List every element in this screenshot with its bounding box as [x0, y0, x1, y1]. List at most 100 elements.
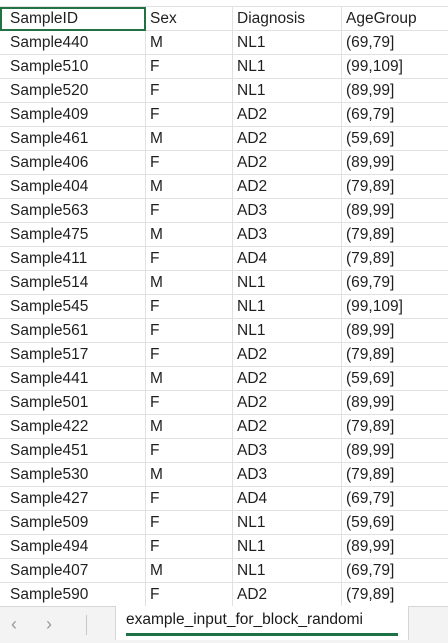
cell-agegroup[interactable]: (79,89]: [342, 247, 448, 271]
cell-sampleid[interactable]: Sample475: [0, 223, 146, 247]
cell-sex[interactable]: F: [146, 319, 233, 343]
cell-sex[interactable]: F: [146, 247, 233, 271]
cell-sex[interactable]: M: [146, 271, 233, 295]
cell-sampleid[interactable]: Sample461: [0, 127, 146, 151]
cell-diagnosis[interactable]: NL1: [233, 535, 342, 559]
cell-sampleid[interactable]: Sample422: [0, 415, 146, 439]
cell-agegroup[interactable]: (69,79]: [342, 487, 448, 511]
cell-diagnosis[interactable]: AD2: [233, 415, 342, 439]
cell-sex[interactable]: F: [146, 391, 233, 415]
cell-sex[interactable]: M: [146, 415, 233, 439]
cell-agegroup[interactable]: (89,99]: [342, 439, 448, 463]
cell-agegroup[interactable]: (69,79]: [342, 103, 448, 127]
cell-diagnosis[interactable]: AD4: [233, 487, 342, 511]
cell-sampleid[interactable]: Sample509: [0, 511, 146, 535]
cell-diagnosis[interactable]: NL1: [233, 295, 342, 319]
cell-sampleid[interactable]: Sample407: [0, 559, 146, 583]
cell-agegroup[interactable]: (79,89]: [342, 583, 448, 607]
cell-sampleid[interactable]: Sample494: [0, 535, 146, 559]
cell-diagnosis[interactable]: AD4: [233, 247, 342, 271]
cell-diagnosis[interactable]: AD3: [233, 439, 342, 463]
cell-sex[interactable]: F: [146, 343, 233, 367]
cell-diagnosis[interactable]: AD2: [233, 127, 342, 151]
cell-agegroup[interactable]: (79,89]: [342, 343, 448, 367]
cell-diagnosis[interactable]: NL1: [233, 511, 342, 535]
cell-sex[interactable]: F: [146, 55, 233, 79]
cell-diagnosis[interactable]: AD2: [233, 583, 342, 607]
cell-diagnosis[interactable]: NL1: [233, 319, 342, 343]
cell-agegroup[interactable]: (89,99]: [342, 319, 448, 343]
cell-agegroup[interactable]: (69,79]: [342, 31, 448, 55]
cell-agegroup[interactable]: (89,99]: [342, 199, 448, 223]
cell-sex[interactable]: M: [146, 31, 233, 55]
chevron-left-icon[interactable]: ‹: [11, 614, 17, 634]
cell-agegroup[interactable]: (59,69]: [342, 127, 448, 151]
cell-agegroup[interactable]: (59,69]: [342, 511, 448, 535]
cell-sampleid[interactable]: Sample451: [0, 439, 146, 463]
cell-agegroup[interactable]: (59,69]: [342, 367, 448, 391]
cell-diagnosis[interactable]: AD3: [233, 223, 342, 247]
cell-diagnosis[interactable]: AD3: [233, 199, 342, 223]
cell-sex[interactable]: F: [146, 295, 233, 319]
cell-diagnosis[interactable]: NL1: [233, 559, 342, 583]
cell-sampleid[interactable]: Sample590: [0, 583, 146, 607]
cell-agegroup[interactable]: (79,89]: [342, 463, 448, 487]
cell-sex[interactable]: M: [146, 127, 233, 151]
cell-sex[interactable]: F: [146, 439, 233, 463]
cell-diagnosis[interactable]: NL1: [233, 79, 342, 103]
cell-sampleid[interactable]: Sample427: [0, 487, 146, 511]
cell-agegroup[interactable]: (89,99]: [342, 535, 448, 559]
cell-sex[interactable]: M: [146, 463, 233, 487]
cell-sex[interactable]: M: [146, 175, 233, 199]
cell-diagnosis[interactable]: AD2: [233, 367, 342, 391]
cell-agegroup[interactable]: (89,99]: [342, 79, 448, 103]
cell-sampleid[interactable]: Sample545: [0, 295, 146, 319]
cell-sampleid[interactable]: Sample514: [0, 271, 146, 295]
cell-sex[interactable]: F: [146, 487, 233, 511]
cell-diagnosis[interactable]: AD3: [233, 463, 342, 487]
cell-diagnosis[interactable]: AD2: [233, 391, 342, 415]
chevron-right-icon[interactable]: ›: [46, 614, 52, 634]
cell-sampleid[interactable]: Sample409: [0, 103, 146, 127]
cell-sex[interactable]: F: [146, 583, 233, 607]
cell-sex[interactable]: M: [146, 223, 233, 247]
cell-agegroup[interactable]: (69,79]: [342, 559, 448, 583]
cell-sampleid[interactable]: Sample404: [0, 175, 146, 199]
cell-diagnosis[interactable]: NL1: [233, 31, 342, 55]
cell-agegroup[interactable]: (79,89]: [342, 175, 448, 199]
cell-sex[interactable]: F: [146, 535, 233, 559]
cell-header-agegroup[interactable]: AgeGroup: [342, 7, 448, 31]
cell-sex[interactable]: F: [146, 79, 233, 103]
cell-sex[interactable]: F: [146, 151, 233, 175]
cell-agegroup[interactable]: (69,79]: [342, 271, 448, 295]
cell-sex[interactable]: M: [146, 367, 233, 391]
cell-agegroup[interactable]: (79,89]: [342, 415, 448, 439]
cell-sampleid[interactable]: Sample440: [0, 31, 146, 55]
cell-sampleid[interactable]: Sample520: [0, 79, 146, 103]
cell-diagnosis[interactable]: NL1: [233, 271, 342, 295]
cell-agegroup[interactable]: (99,109]: [342, 295, 448, 319]
cell-header-sampleid[interactable]: SampleID: [0, 7, 146, 31]
cell-diagnosis[interactable]: AD2: [233, 175, 342, 199]
cell-sampleid[interactable]: Sample561: [0, 319, 146, 343]
cell-agegroup[interactable]: (89,99]: [342, 391, 448, 415]
cell-header-sex[interactable]: Sex: [146, 7, 233, 31]
cell-sampleid[interactable]: Sample530: [0, 463, 146, 487]
cell-sampleid[interactable]: Sample510: [0, 55, 146, 79]
cell-sampleid[interactable]: Sample517: [0, 343, 146, 367]
cell-sex[interactable]: F: [146, 199, 233, 223]
cell-agegroup[interactable]: (89,99]: [342, 151, 448, 175]
sheet-tab-active[interactable]: example_input_for_block_randomi: [115, 606, 409, 640]
cell-header-diagnosis[interactable]: Diagnosis: [233, 7, 342, 31]
cell-sampleid[interactable]: Sample406: [0, 151, 146, 175]
cell-sex[interactable]: F: [146, 511, 233, 535]
cell-diagnosis[interactable]: AD2: [233, 151, 342, 175]
cell-agegroup[interactable]: (79,89]: [342, 223, 448, 247]
cell-sampleid[interactable]: Sample441: [0, 367, 146, 391]
cell-agegroup[interactable]: (99,109]: [342, 55, 448, 79]
cell-sex[interactable]: F: [146, 103, 233, 127]
cell-diagnosis[interactable]: NL1: [233, 55, 342, 79]
cell-sex[interactable]: M: [146, 559, 233, 583]
cell-sampleid[interactable]: Sample411: [0, 247, 146, 271]
cell-diagnosis[interactable]: AD2: [233, 343, 342, 367]
